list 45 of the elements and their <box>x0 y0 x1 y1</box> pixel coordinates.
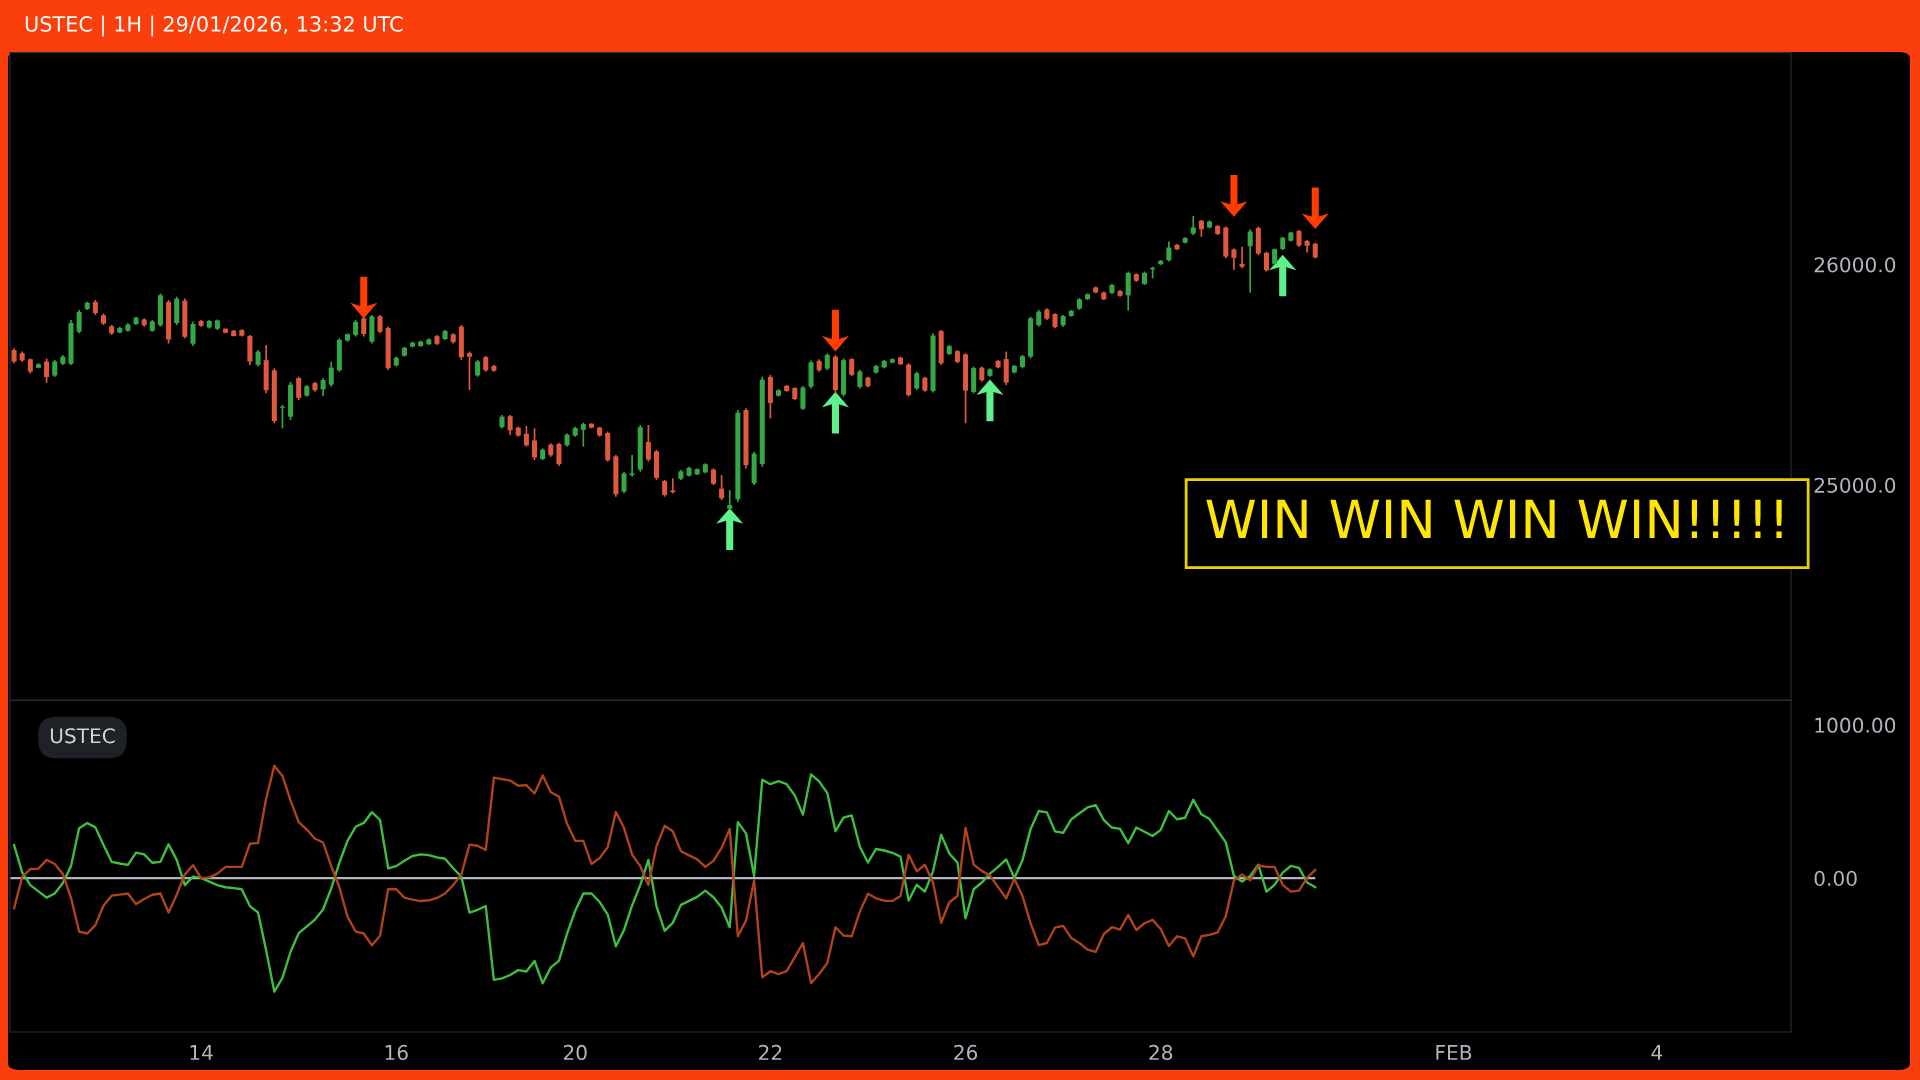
candlestick <box>44 357 50 384</box>
x-tick-label: FEB <box>1436 1045 1472 1060</box>
candlestick <box>971 365 977 395</box>
x-tick-label: 26 <box>954 1044 978 1061</box>
y-tick-label: 26000.0 <box>1814 257 1896 273</box>
candlestick <box>76 309 82 335</box>
candlestick <box>1003 350 1009 386</box>
candlestick <box>1239 245 1245 270</box>
candlestick <box>296 375 302 401</box>
x-tick-label: 16 <box>385 1044 408 1061</box>
candlestick <box>727 489 733 511</box>
chart-title: USTEC | 1H | 29/01/2026, 13:32 UTC <box>25 15 403 37</box>
candlestick <box>1247 228 1253 294</box>
candlestick <box>556 441 562 467</box>
candlestick <box>580 421 586 448</box>
candlestick <box>190 320 196 347</box>
candlestick <box>523 425 529 448</box>
candlestick <box>1231 247 1237 271</box>
text: USTEC <box>50 728 115 744</box>
x-tick-label: 4 <box>1651 1045 1663 1060</box>
y-tick-label: 0.00 <box>1814 870 1857 887</box>
candlestick <box>532 427 538 461</box>
candlestick <box>361 315 367 338</box>
candlestick <box>621 470 627 495</box>
y-tick-label: 1000.00 <box>1815 717 1896 733</box>
candlestick <box>507 414 513 436</box>
candlestick <box>719 474 725 501</box>
x-tick-label: 22 <box>759 1044 782 1060</box>
candlestick <box>377 314 383 335</box>
candlestick <box>645 424 651 463</box>
candlestick <box>1190 215 1196 236</box>
candlestick <box>857 369 863 390</box>
candlestick <box>466 350 472 391</box>
x-tick-label: 20 <box>563 1044 587 1061</box>
candlestick <box>1125 270 1131 312</box>
candlestick <box>800 385 806 411</box>
candlestick <box>914 370 920 391</box>
x-tick-label: 28 <box>1149 1044 1173 1061</box>
x-tick-label: 14 <box>190 1045 213 1060</box>
candlestick <box>1263 250 1269 273</box>
annotation: WIN WIN WIN WIN!!!!! <box>1206 499 1782 539</box>
candlestick <box>328 360 334 388</box>
candlestick <box>1166 240 1172 263</box>
candlestick <box>670 477 676 495</box>
y-tick-label: 25000.0 <box>1814 477 1896 493</box>
